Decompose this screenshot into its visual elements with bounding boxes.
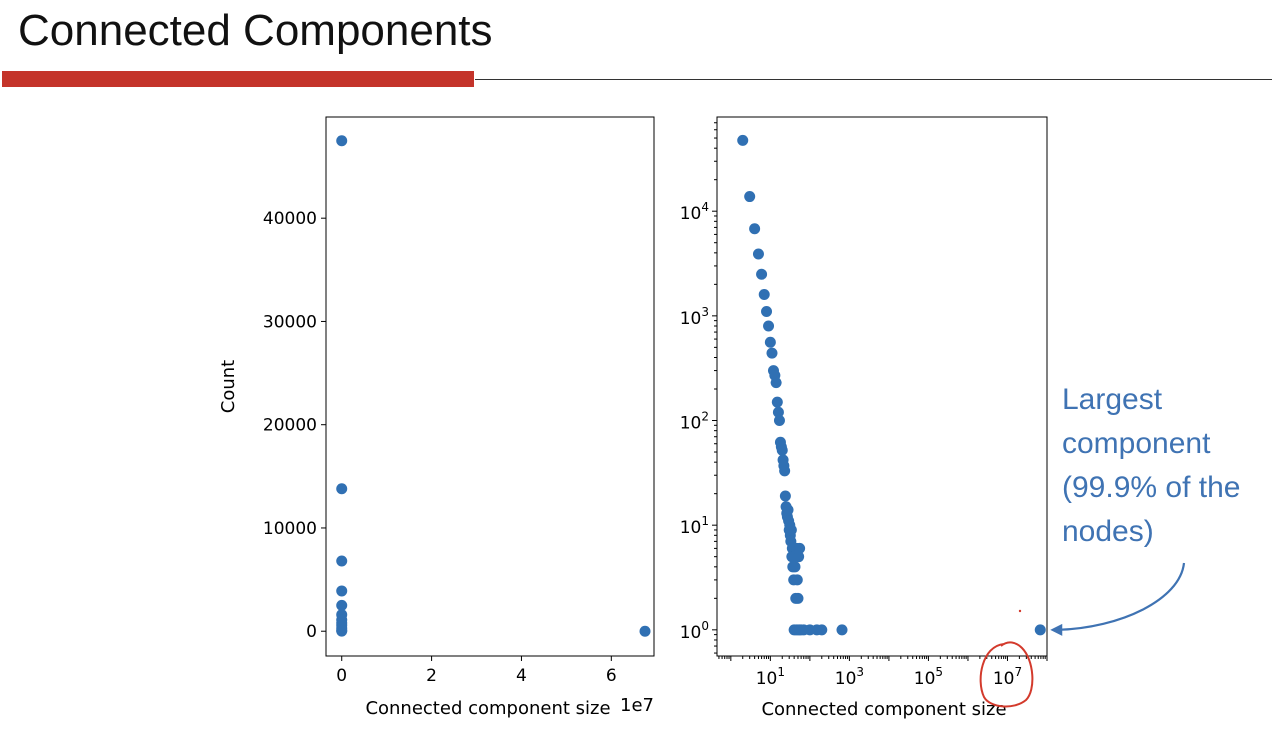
data-point [764, 336, 776, 348]
x-tick-label: 6 [606, 666, 617, 686]
x-tick-label: 4 [516, 666, 527, 686]
data-point [752, 248, 764, 260]
y-tick-label: 102 [680, 410, 709, 434]
data-point [758, 288, 770, 300]
annotation-arrow [1058, 562, 1186, 631]
data-point [744, 191, 756, 203]
title-rule [475, 79, 1272, 80]
x-axis-label: Connected component size [365, 698, 610, 719]
data-point [761, 306, 773, 318]
x-axis-label: Connected component size [761, 699, 1006, 720]
annotation-line: Largest [1062, 383, 1163, 416]
x-tick-label: 2 [426, 666, 437, 686]
x-tick-label: 107 [993, 665, 1022, 689]
y-tick-label: 0 [306, 622, 317, 642]
data-point [792, 592, 804, 604]
data-point [772, 406, 784, 418]
pen-circle-mark [979, 641, 1034, 708]
data-point [776, 444, 788, 456]
data-point [770, 377, 782, 389]
data-point [639, 625, 651, 637]
annotation-line: nodes) [1062, 515, 1154, 548]
data-point [763, 320, 775, 332]
data-point [785, 524, 797, 536]
data-point [766, 347, 778, 359]
slide-title: Connected Components [18, 6, 493, 55]
x-offset-text: 1e7 [620, 695, 654, 716]
y-tick-label: 10000 [263, 519, 317, 539]
x-tick-label: 103 [835, 665, 864, 689]
x-tick-label: 101 [756, 665, 785, 689]
chart-left: 0 2 4 6 0 10000 20000 30000 40000 Connected compo… [218, 116, 655, 719]
pen-dot-mark [1018, 609, 1022, 613]
plot-frame [325, 116, 655, 657]
y-tick-label: 30000 [263, 312, 317, 332]
data-point [756, 268, 768, 280]
y-tick-label: 40000 [263, 209, 317, 229]
y-tick-label: 103 [680, 305, 709, 329]
data-point [816, 624, 828, 636]
data-point [836, 624, 848, 636]
x-tick-label: 0 [336, 666, 347, 686]
title-accent-bar [2, 71, 474, 87]
y-axis-label: Count [218, 360, 239, 413]
data-point [794, 542, 806, 554]
data-point [1034, 624, 1046, 636]
chart-right: 101 103 105 107 100 101 102 103 104 Connected com… [680, 116, 1048, 720]
annotation-line: component [1062, 427, 1211, 460]
data-point [782, 504, 794, 516]
data-point [793, 551, 805, 563]
data-point [779, 490, 791, 502]
data-point [771, 396, 783, 408]
plot-frame [716, 116, 1048, 657]
data-point [336, 135, 348, 147]
data-point [336, 555, 348, 567]
data-point [737, 134, 749, 146]
y-tick-label: 100 [680, 619, 709, 643]
y-tick-label: 104 [680, 200, 709, 224]
data-point [336, 599, 348, 611]
data-point [789, 561, 801, 573]
annotation-line: (99.9% of the [1062, 471, 1241, 504]
y-tick-label: 101 [680, 514, 709, 538]
annotation-arrowhead [1050, 623, 1063, 636]
data-point [336, 483, 348, 495]
y-tick-label: 20000 [263, 416, 317, 436]
data-point [336, 585, 348, 597]
data-point [336, 625, 348, 637]
data-point [779, 465, 791, 477]
data-point [791, 574, 803, 586]
data-point [773, 415, 785, 427]
largest-component-annotation: Largest component (99.9% of the nodes) [1062, 378, 1272, 554]
data-point [749, 223, 761, 235]
x-tick-label: 105 [914, 665, 943, 689]
